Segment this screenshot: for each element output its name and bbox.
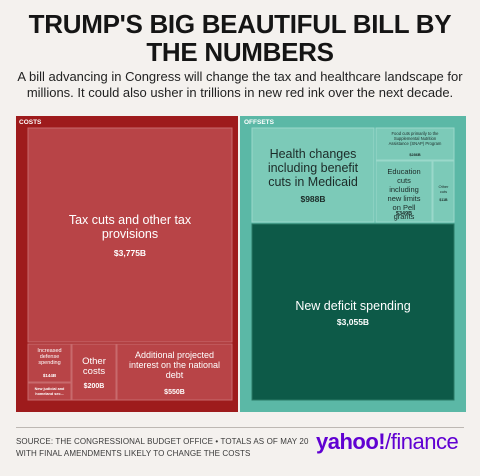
tile-other-costs xyxy=(71,343,117,401)
tile-other-cuts-label: Other cuts xyxy=(438,184,449,194)
tile-defense xyxy=(27,343,72,383)
tile-other-cuts-value: $11B xyxy=(439,198,448,202)
tile-interest-value: $550B xyxy=(164,389,185,396)
tile-defense-value: $144B xyxy=(43,373,57,378)
tile-education-label: Education cuts including new limits on Pell g… xyxy=(387,167,420,221)
tile-snap-value: $286B xyxy=(409,153,420,157)
tile-tax-cuts xyxy=(27,127,233,343)
tile-snap-label: Food cuts primarily to the Supplemental N… xyxy=(389,131,442,146)
source-note: SOURCE: THE CONGRESSIONAL BUDGET OFFICE … xyxy=(16,437,309,458)
tile-judicial-label: New judicial and homeland sec... xyxy=(35,387,65,396)
tile-health xyxy=(251,127,375,223)
tile-new-deficit-label: New deficit spending xyxy=(295,299,410,313)
tile-tax-cuts-value: $3,775B xyxy=(114,248,146,258)
yahoo-finance-logo: yahoo!/finance xyxy=(316,429,459,454)
chart-title: TRUMP'S BIG BEAUTIFUL BILL BY THE NUMBER… xyxy=(28,9,452,67)
offsets-group-label: OFFSETS xyxy=(244,119,275,126)
tile-new-deficit xyxy=(251,223,455,401)
chart-subtitle: A bill advancing in Congress will change… xyxy=(17,69,463,100)
tile-health-label: Health changes including benefit cuts in M… xyxy=(268,147,359,189)
tile-other-costs-value: $200B xyxy=(84,383,105,390)
tile-judicial xyxy=(27,382,72,401)
tile-other-costs-label: Other costs xyxy=(82,356,106,377)
tile-snap xyxy=(375,127,455,161)
tile-new-deficit-value: $3,055B xyxy=(337,317,369,327)
tile-other-cuts xyxy=(432,160,455,223)
tile-interest xyxy=(116,343,233,401)
tile-tax-cuts-label: Tax cuts and other tax provisions xyxy=(69,213,192,241)
tile-education-value: $349B xyxy=(396,211,412,217)
tile-interest-label: Additional projected interest on the nati… xyxy=(129,350,220,380)
costs-group-label: COSTS xyxy=(19,119,42,126)
tile-health-value: $988B xyxy=(300,194,325,204)
footer-divider xyxy=(16,427,464,428)
tile-education xyxy=(375,160,433,223)
tile-defense-label: Increased defense spending xyxy=(37,348,61,366)
